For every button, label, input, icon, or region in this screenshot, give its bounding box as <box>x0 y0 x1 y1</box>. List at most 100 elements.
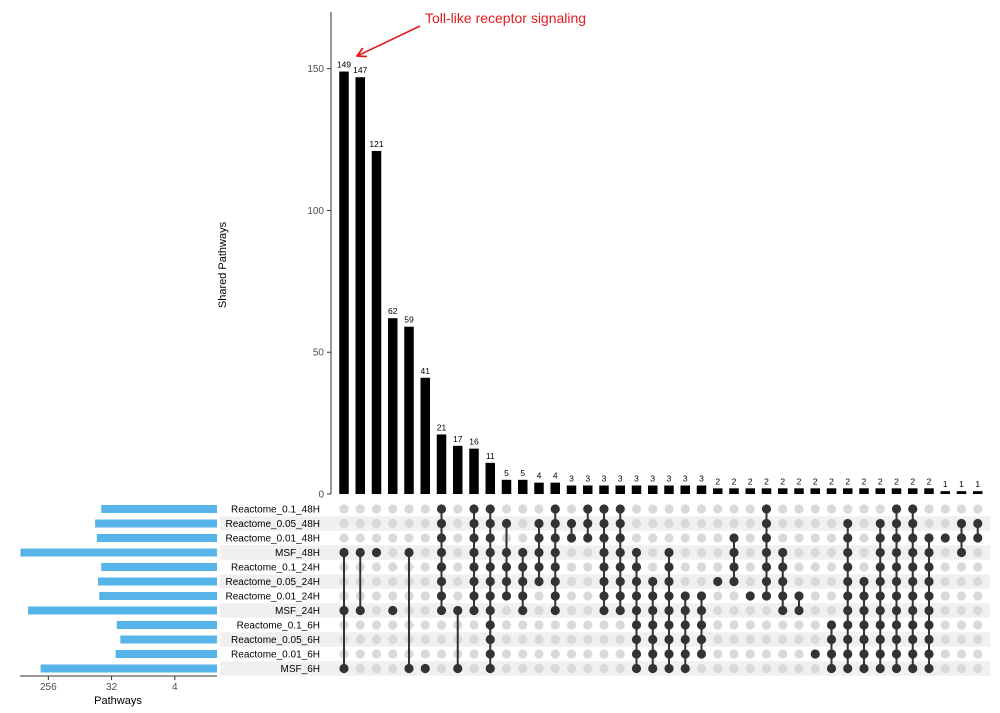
matrix-dot-off <box>713 518 723 529</box>
annotation: Toll-like receptor signaling <box>358 10 586 56</box>
bar-value-label: 121 <box>369 139 383 149</box>
matrix-dot-on <box>664 605 674 616</box>
intersection-bar <box>615 485 625 494</box>
matrix-dot-off <box>371 518 382 529</box>
bar-value-label: 2 <box>927 476 932 486</box>
matrix-dot-off <box>566 634 577 645</box>
bar-value-label: 2 <box>732 476 737 486</box>
matrix-dot-on <box>485 504 495 514</box>
matrix-dot-on <box>453 663 463 674</box>
bar-value-label: 147 <box>353 65 367 75</box>
matrix-dot-off <box>729 605 739 616</box>
matrix-dot-on <box>859 576 869 587</box>
matrix-dot-on <box>843 620 853 630</box>
matrix-dot-off <box>713 533 723 543</box>
matrix-dot-off <box>973 663 983 674</box>
matrix-dot-on <box>680 591 690 601</box>
matrix-dot-off <box>810 663 820 674</box>
matrix-dot-off <box>761 634 772 645</box>
matrix-dot-off <box>973 605 983 616</box>
matrix-dot-off <box>826 533 837 543</box>
matrix-dot-off <box>859 547 869 558</box>
set-size-bar <box>40 664 217 673</box>
matrix-dot-off <box>534 663 544 674</box>
matrix-dot-on <box>534 547 544 558</box>
matrix-dot-off <box>924 518 934 529</box>
bar-value-label: 2 <box>894 476 899 486</box>
set-size-bar <box>101 505 217 513</box>
bar-value-label: 2 <box>878 476 883 486</box>
matrix-dot-on <box>631 591 642 601</box>
matrix-dot-on <box>339 547 349 558</box>
matrix-dot-off <box>713 649 723 659</box>
intersection-bar <box>664 485 674 494</box>
matrix-dot-off <box>420 504 430 514</box>
matrix-dot-on <box>794 591 804 601</box>
matrix-dot-on <box>518 591 528 601</box>
matrix-dot-off <box>355 663 365 674</box>
matrix-dot-on <box>534 562 544 572</box>
matrix-dot-off <box>794 547 804 558</box>
matrix-dot-off <box>583 605 593 616</box>
intersection-bar <box>875 488 885 494</box>
matrix-dot-on <box>826 663 837 674</box>
matrix-dot-off <box>501 620 512 630</box>
matrix-dot-on <box>599 504 609 514</box>
bar-value-label: 2 <box>764 476 769 486</box>
matrix-dot-off <box>453 547 463 558</box>
y-tick-label: 0 <box>318 490 324 501</box>
matrix-dot-off <box>794 504 804 514</box>
matrix-dot-on <box>404 663 414 674</box>
matrix-dot-on <box>501 591 512 601</box>
matrix-dot-off <box>761 663 772 674</box>
matrix-dot-on <box>534 518 544 529</box>
matrix-dot-on <box>485 518 495 529</box>
bar-value-label: 3 <box>699 473 704 483</box>
intersection-bar <box>729 488 739 494</box>
matrix-dot-off <box>713 634 723 645</box>
set-label: Reactome_0.05_24H <box>225 577 320 588</box>
matrix-dot-on <box>631 649 642 659</box>
intersection-bar <box>339 71 349 495</box>
set-label: MSF_6H <box>281 664 320 675</box>
matrix-dot-off <box>810 620 820 630</box>
intersection-bar <box>778 488 788 494</box>
matrix-dot-off <box>973 634 983 645</box>
matrix-dot-off <box>420 605 430 616</box>
matrix-dot-on <box>631 576 642 587</box>
matrix-dot-on <box>924 547 934 558</box>
matrix-dot-off <box>420 591 430 601</box>
matrix-dot-on <box>891 504 902 514</box>
intersection-bar <box>436 434 447 494</box>
matrix-dot-off <box>404 533 414 543</box>
matrix-dot-on <box>469 504 479 514</box>
matrix-dot-off <box>388 591 398 601</box>
matrix-dot-off <box>631 518 642 529</box>
matrix-dot-off <box>810 518 820 529</box>
matrix-dot-off <box>778 504 788 514</box>
matrix-dot-off <box>875 504 885 514</box>
intersection-bar <box>404 326 414 494</box>
matrix-dot-on <box>778 591 788 601</box>
intersection-bar <box>566 485 577 494</box>
matrix-dot-on <box>761 533 772 543</box>
matrix-dot-off <box>615 620 625 630</box>
matrix-dot-on <box>648 634 658 645</box>
matrix-dot-off <box>713 620 723 630</box>
matrix-dot-off <box>550 663 560 674</box>
bar-value-label: 3 <box>602 473 607 483</box>
matrix-dot-off <box>810 591 820 601</box>
matrix-dot-on <box>843 634 853 645</box>
matrix-dot-off <box>339 533 349 543</box>
matrix-dot-off <box>599 649 609 659</box>
matrix-dot-off <box>583 634 593 645</box>
matrix-dot-on <box>875 562 885 572</box>
matrix-dot-off <box>566 562 577 572</box>
matrix-dot-off <box>745 634 755 645</box>
matrix-dot-off <box>859 518 869 529</box>
matrix-dot-off <box>940 605 950 616</box>
matrix-dot-off <box>973 547 983 558</box>
set-size-bar <box>101 563 217 571</box>
matrix-dot-on <box>875 605 885 616</box>
